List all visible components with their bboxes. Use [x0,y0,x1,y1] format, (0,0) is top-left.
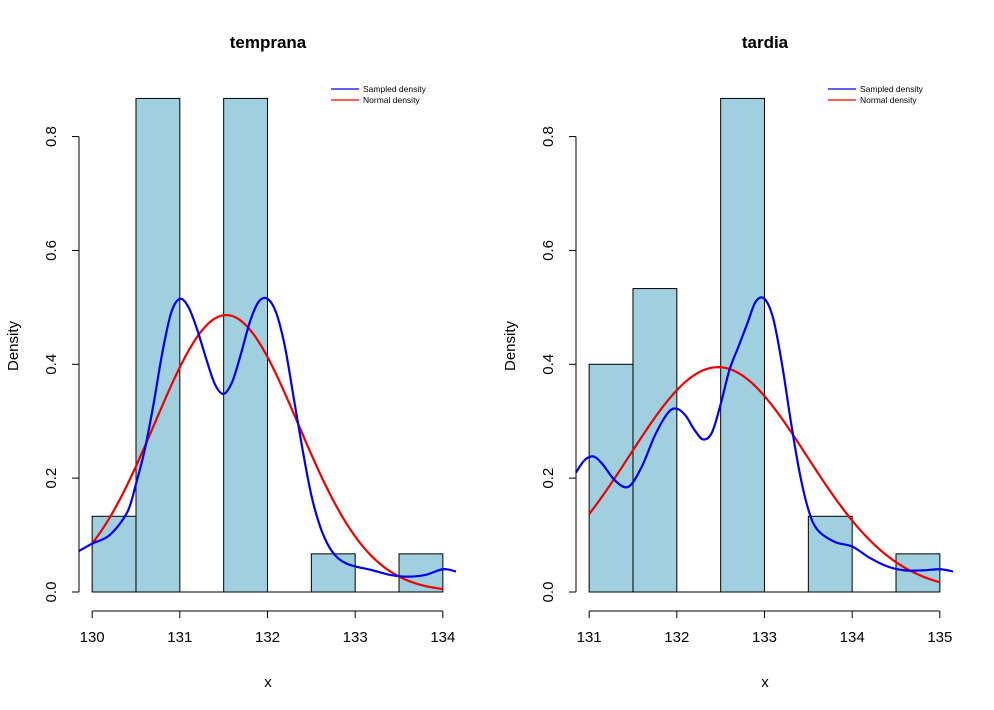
chart-title: tardia [742,33,789,52]
x-tick-label: 135 [927,629,952,646]
histogram-bar [310,553,356,593]
legend-label-normal: Normal density [860,95,917,105]
legend: Sampled density Normal density [828,84,924,105]
histogram-bar [135,97,181,593]
histogram-bar [588,363,634,593]
legend-label-sampled: Sampled density [860,84,924,94]
legend-label-sampled: Sampled density [363,84,427,94]
x-tick-label: 134 [840,629,865,646]
x-tick-label: 133 [343,629,368,646]
histogram-bars [588,97,941,593]
legend: Sampled density Normal density [331,84,427,105]
density-curves [575,296,954,584]
x-tick-label: 132 [664,629,689,646]
y-axis-title: Density [5,320,22,371]
y-tick-label: 0.4 [540,354,557,375]
sampled-density-line [78,296,457,578]
x-tick-label: 134 [430,629,455,646]
y-tick-label: 0.0 [43,582,60,603]
x-tick-label: 133 [752,629,777,646]
panel-temprana: temprana 130 131 132 133 134 0.0 0.2 0.4 0.6 0.8… [5,33,457,691]
y-tick-label: 0.8 [540,126,557,147]
y-tick-label: 0.8 [43,126,60,147]
chart-title: temprana [230,33,307,52]
panel-tardia: tardia 131 132 133 134 135 0.0 0.2 0.4 0.6 0.8 x… [502,33,954,691]
y-axis: 0.0 0.2 0.4 0.6 0.8 [540,126,577,603]
x-tick-label: 131 [167,629,192,646]
x-axis: 130 131 132 133 134 [80,610,455,646]
normal-density-line [588,366,941,584]
histogram-bar [91,515,137,593]
y-tick-label: 0.4 [43,354,60,375]
histogram-bar [398,553,444,593]
legend-label-normal: Normal density [363,95,420,105]
y-axis: 0.0 0.2 0.4 0.6 0.8 [43,126,80,603]
x-axis: 131 132 133 134 135 [577,610,952,646]
histogram-bar [895,553,941,593]
y-tick-label: 0.6 [540,240,557,261]
histogram-bar [720,97,765,593]
y-tick-label: 0.2 [43,468,60,489]
y-tick-label: 0.6 [43,240,60,261]
histogram-bars [91,97,444,593]
y-tick-label: 0.0 [540,582,557,603]
x-axis-title: x [761,674,769,691]
y-tick-label: 0.2 [540,468,557,489]
x-tick-label: 131 [577,629,602,646]
x-axis-title: x [264,674,272,691]
y-axis-title: Density [502,320,519,371]
x-tick-label: 130 [80,629,105,646]
density-curves [78,296,457,591]
sampled-density-line [575,296,954,573]
normal-density-line [91,313,443,591]
x-tick-label: 132 [255,629,280,646]
